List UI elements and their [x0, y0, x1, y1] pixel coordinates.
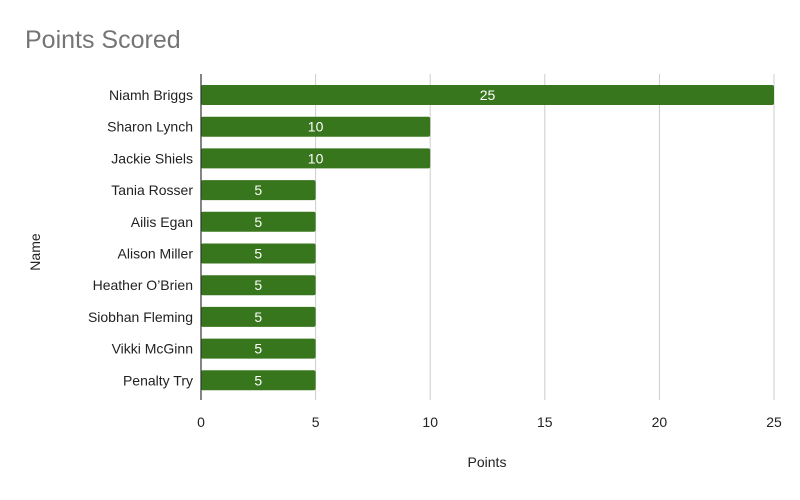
data-label: 5 [254, 341, 262, 357]
x-tick-label: 20 [652, 414, 668, 430]
x-tick-label: 5 [312, 414, 320, 430]
bar [201, 211, 316, 232]
category-label: Siobhan Fleming [88, 309, 193, 325]
data-label: 5 [254, 277, 262, 293]
bar [201, 148, 431, 169]
bar [201, 370, 316, 391]
data-label: 10 [308, 119, 324, 135]
category-label: Penalty Try [123, 372, 193, 388]
category-label: Tania Rosser [111, 182, 193, 198]
data-label: 25 [480, 87, 496, 103]
data-label: 5 [254, 246, 262, 262]
bar [201, 116, 431, 137]
category-label: Heather O’Brien [93, 277, 193, 293]
bar [201, 85, 774, 105]
category-label: Sharon Lynch [107, 119, 193, 135]
x-tick-label: 15 [537, 414, 553, 430]
category-label: Vikki McGinn [112, 341, 193, 357]
bar [201, 306, 316, 327]
x-tick-label: 0 [197, 414, 205, 430]
bar [201, 243, 316, 264]
x-tick-label: 25 [766, 414, 782, 430]
y-axis-title: Name [27, 233, 43, 271]
bar [201, 180, 316, 201]
category-label: Jackie Shiels [111, 150, 193, 166]
x-axis-title: Points [468, 454, 507, 470]
bar [201, 275, 316, 296]
data-label: 5 [254, 182, 262, 198]
category-label: Niamh Briggs [109, 87, 193, 103]
data-label: 5 [254, 309, 262, 325]
category-label: Ailis Egan [131, 214, 193, 230]
bar [201, 338, 316, 359]
chart-title: Points Scored [25, 26, 181, 54]
data-label: 5 [254, 372, 262, 388]
data-label: 5 [254, 214, 262, 230]
data-label: 10 [308, 150, 324, 166]
category-label: Alison Miller [118, 246, 194, 262]
x-tick-label: 10 [422, 414, 438, 430]
